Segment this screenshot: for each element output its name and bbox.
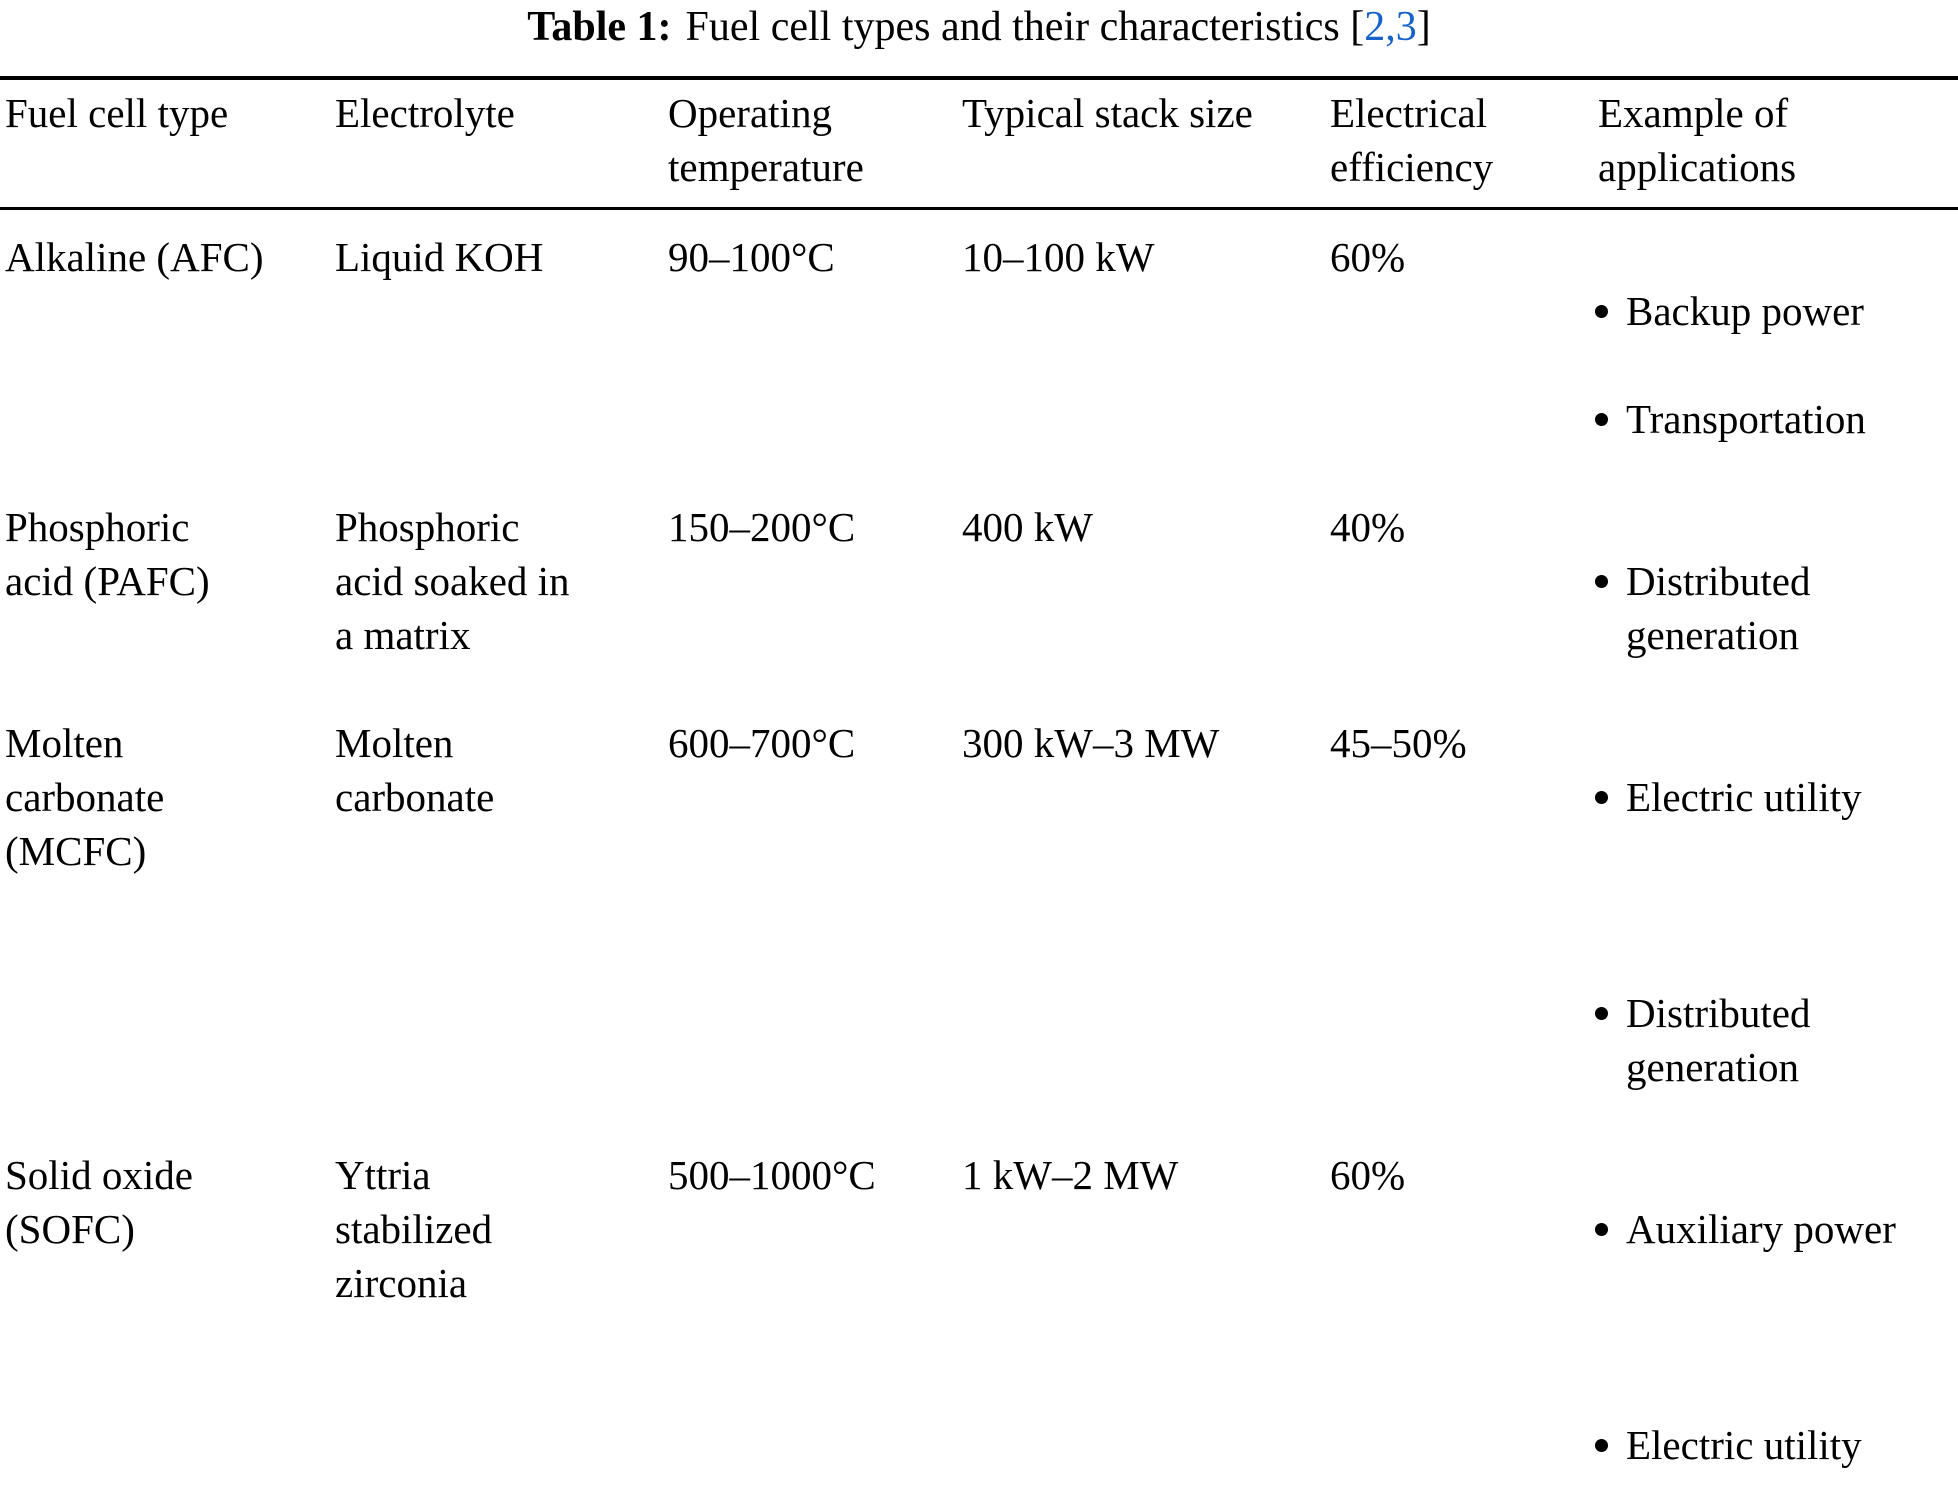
- bullet-icon: [1595, 1007, 1608, 1020]
- application-item: Electric utility: [1595, 770, 1958, 824]
- bullet-icon: [1595, 1439, 1608, 1452]
- citation-link[interactable]: 2,3: [1364, 4, 1417, 50]
- stack-size-cell: 1 kW–2 MW: [962, 1152, 1179, 1198]
- fuel-cell-type-cell: Molten carbonate (MCFC): [5, 720, 165, 874]
- application-item: Transportation: [1595, 392, 1958, 446]
- electrolyte-cell: Liquid KOH: [335, 234, 544, 280]
- header-example-applications: Example of applications: [1598, 90, 1797, 190]
- table-header-rule: [0, 207, 1958, 210]
- citation-bracket-close: ]: [1416, 4, 1431, 50]
- table-caption-text: Fuel cell types and their characteristic…: [685, 4, 1340, 50]
- efficiency-cell: 60%: [1330, 234, 1406, 280]
- applications-cell: Backup power Transportation: [1593, 230, 1958, 500]
- table-top-rule: [0, 76, 1958, 80]
- citation-bracket-open: [: [1350, 4, 1365, 50]
- application-label: Electric utility: [1626, 774, 1862, 820]
- application-item: Distributed generation: [1595, 554, 1958, 662]
- fuel-cell-type-cell: Solid oxide (SOFC): [5, 1152, 193, 1252]
- fuel-cell-type-cell: Phosphoric acid (PAFC): [5, 504, 210, 604]
- efficiency-cell: 45–50%: [1330, 720, 1467, 766]
- applications-cell: Auxiliary power Electric utility Distrib…: [1593, 1148, 1958, 1487]
- stack-size-cell: 10–100 kW: [962, 234, 1155, 280]
- application-label: Auxiliary power: [1626, 1206, 1896, 1252]
- bullet-icon: [1595, 791, 1608, 804]
- header-fuel-cell-type: Fuel cell type: [5, 90, 229, 136]
- application-label: Backup power: [1626, 288, 1864, 334]
- table-body: Alkaline (AFC) Liquid KOH 90–100°C 10–10…: [0, 210, 1958, 1487]
- temperature-cell: 600–700°C: [668, 720, 856, 766]
- application-item: Backup power: [1595, 284, 1958, 338]
- electrolyte-cell: Yttria stabilized zirconia: [335, 1152, 493, 1306]
- table-caption: Table 1: Fuel cell types and their charac…: [0, 0, 1958, 52]
- efficiency-cell: 60%: [1330, 1152, 1406, 1198]
- bullet-icon: [1595, 575, 1608, 588]
- application-item: Distributed generation: [1595, 986, 1958, 1094]
- electrolyte-cell: Molten carbonate: [335, 720, 495, 820]
- header-operating-temperature: Operating temperature: [668, 90, 864, 190]
- bullet-icon: [1595, 1223, 1608, 1236]
- application-label: Distributed generation: [1626, 990, 1811, 1090]
- temperature-cell: 90–100°C: [668, 234, 835, 280]
- temperature-cell: 500–1000°C: [668, 1152, 876, 1198]
- table-header-row: Fuel cell type Electrolyte Operating tem…: [0, 80, 1958, 207]
- table-row: Solid oxide (SOFC) Yttria stabilized zir…: [0, 1148, 1958, 1487]
- bullet-icon: [1595, 305, 1608, 318]
- table-row: Alkaline (AFC) Liquid KOH 90–100°C 10–10…: [0, 230, 1958, 500]
- applications-cell: Electric utility Distributed generation: [1593, 716, 1958, 1148]
- table-caption-label: Table 1:: [527, 4, 672, 50]
- application-item: Auxiliary power: [1595, 1202, 1958, 1256]
- header-electrical-efficiency: Electrical efficiency: [1330, 90, 1494, 190]
- stack-size-cell: 400 kW: [962, 504, 1093, 550]
- electrolyte-cell: Phosphoric acid soaked in a matrix: [335, 504, 570, 658]
- header-typical-stack-size: Typical stack size: [962, 90, 1253, 136]
- efficiency-cell: 40%: [1330, 504, 1406, 550]
- header-electrolyte: Electrolyte: [335, 90, 515, 136]
- application-label: Transportation: [1626, 396, 1866, 442]
- application-item: Electric utility: [1595, 1418, 1958, 1472]
- stack-size-cell: 300 kW–3 MW: [962, 720, 1220, 766]
- temperature-cell: 150–200°C: [668, 504, 856, 550]
- application-label: Electric utility: [1626, 1422, 1862, 1468]
- fuel-cell-type-cell: Alkaline (AFC): [5, 234, 264, 280]
- bullet-icon: [1595, 413, 1608, 426]
- table-row: Molten carbonate (MCFC) Molten carbonate…: [0, 716, 1958, 1148]
- table-row: Phosphoric acid (PAFC) Phosphoric acid s…: [0, 500, 1958, 716]
- application-label: Distributed generation: [1626, 558, 1811, 658]
- applications-cell: Distributed generation: [1593, 500, 1958, 716]
